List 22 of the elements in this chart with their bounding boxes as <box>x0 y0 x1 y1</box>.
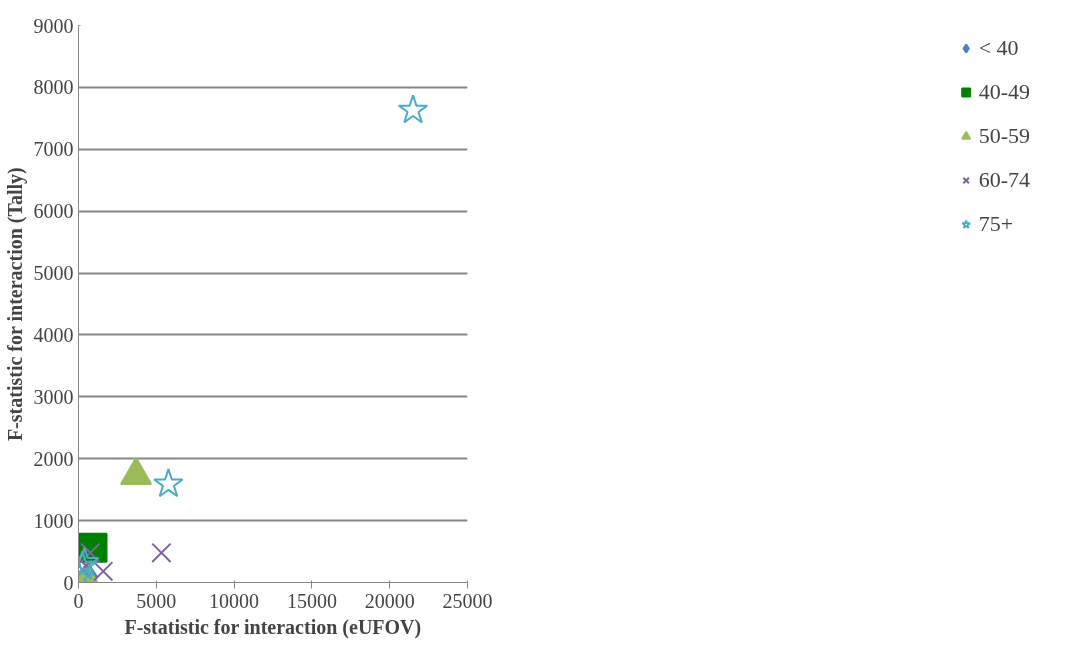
y-tick-label: 2000 <box>33 447 74 470</box>
x-tick-label: 20000 <box>364 589 415 612</box>
x-axis-title: F-statistic for interaction (eUFOV) <box>124 615 422 639</box>
y-tick-label: 1000 <box>33 509 74 532</box>
legend-label: 60-74 <box>978 167 1030 193</box>
y-tick-label: 7000 <box>33 138 74 161</box>
legend-label: 40-49 <box>978 79 1030 105</box>
y-tick-label: 3000 <box>33 385 74 408</box>
y-axis-title: F-statistic for interaction (Tally) <box>3 167 27 442</box>
y-tick-label: 5000 <box>33 262 74 285</box>
legend-label: 75+ <box>978 211 1014 237</box>
y-tick-label: 4000 <box>33 323 74 346</box>
y-tick-label: 0 <box>63 571 74 594</box>
x-tick-label: 10000 <box>209 589 260 612</box>
legend-label: < 40 <box>978 35 1019 61</box>
x-tick-label: 5000 <box>136 589 177 612</box>
legend-label: 50-59 <box>978 123 1030 149</box>
x-tick-label: 15000 <box>286 589 337 612</box>
y-tick-label: 8000 <box>33 76 74 99</box>
x-tick-label: 25000 <box>442 589 493 612</box>
y-tick-label: 6000 <box>33 200 74 223</box>
y-tick-label: 9000 <box>33 14 74 37</box>
